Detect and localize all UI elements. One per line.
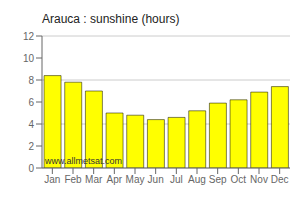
svg-text:May: May <box>126 174 145 185</box>
svg-text:2: 2 <box>28 141 34 152</box>
svg-text:0: 0 <box>28 163 34 174</box>
svg-text:Nov: Nov <box>250 174 268 185</box>
svg-text:Oct: Oct <box>231 174 247 185</box>
svg-text:10: 10 <box>23 53 35 64</box>
html-text:www.allmetsat.com: www.allmetsat.com <box>45 156 122 166</box>
svg-text:Jul: Jul <box>170 174 183 185</box>
svg-text:Mar: Mar <box>85 174 103 185</box>
svg-text:Jun: Jun <box>148 174 164 185</box>
svg-text:Sep: Sep <box>209 174 227 185</box>
svg-text:Dec: Dec <box>271 174 289 185</box>
html-text:Arauca : sunshine (hours): Arauca : sunshine (hours) <box>42 12 180 26</box>
svg-text:Feb: Feb <box>64 174 82 185</box>
svg-text:6: 6 <box>28 97 34 108</box>
svg-text:8: 8 <box>28 75 34 86</box>
svg-text:12: 12 <box>23 31 35 42</box>
svg-text:4: 4 <box>28 119 34 130</box>
svg-text:Aug: Aug <box>188 174 206 185</box>
svg-text:Apr: Apr <box>107 174 123 185</box>
svg-text:Jan: Jan <box>44 174 60 185</box>
